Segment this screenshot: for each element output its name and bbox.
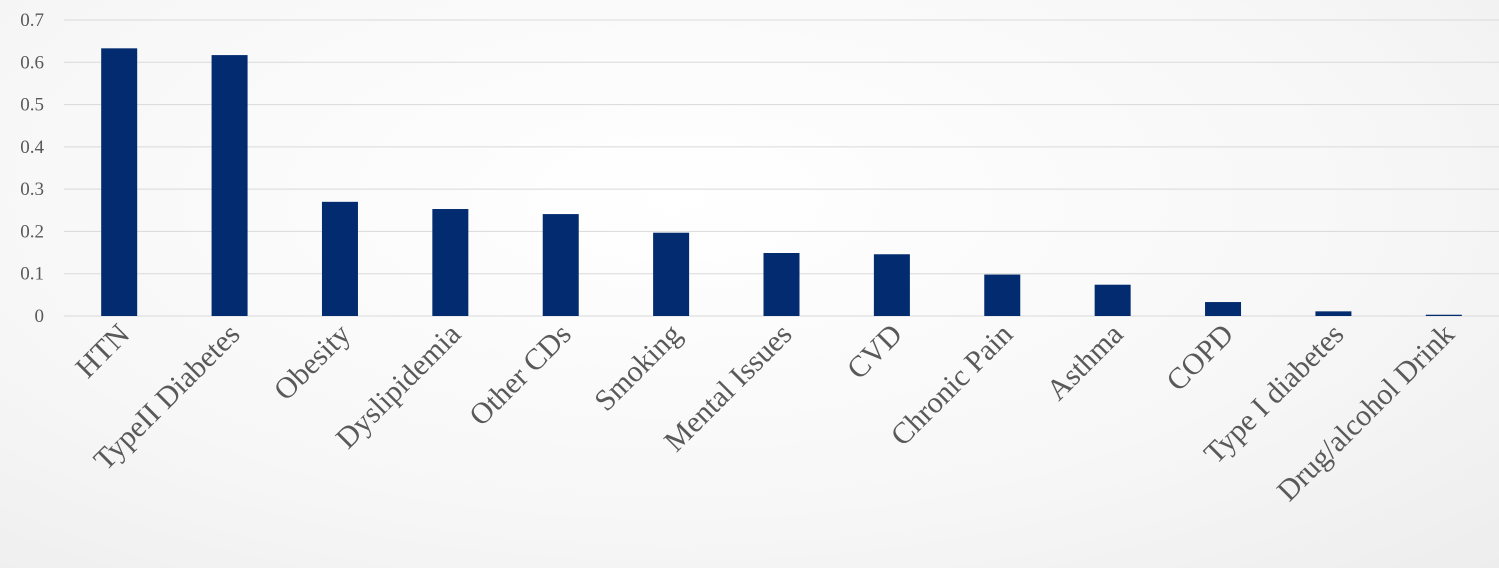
y-tick-label: 0.1 (20, 264, 44, 285)
bar (101, 48, 138, 317)
x-tick-label: Smoking (588, 318, 688, 418)
bar (1094, 284, 1131, 316)
bar (1315, 311, 1352, 316)
x-tick-label: Asthma (1040, 318, 1129, 407)
bar (763, 252, 800, 316)
x-tick-label: HTN (69, 318, 136, 385)
y-tick-label: 0.4 (20, 137, 44, 158)
bar (321, 201, 358, 316)
bar (1205, 302, 1242, 316)
bar (211, 55, 248, 317)
x-tick-label: COPD (1160, 318, 1240, 398)
bar (432, 209, 469, 316)
bar (1425, 314, 1462, 316)
bar (542, 214, 579, 316)
bar (873, 254, 910, 316)
y-axis-tick-labels: 0 0.1 0.2 0.3 0.4 0.5 0.6 0.7 (20, 10, 44, 327)
y-tick-label: 0.5 (20, 95, 44, 116)
y-tick-label: 0.7 (20, 10, 44, 31)
bar (984, 274, 1021, 316)
y-tick-label: 0.2 (20, 221, 44, 242)
x-tick-label: Other CDs (463, 318, 578, 433)
bar (653, 232, 690, 316)
bars (101, 48, 1462, 317)
y-tick-label: 0.6 (20, 52, 44, 73)
x-tick-label: CVD (841, 318, 909, 386)
y-tick-label: 0 (35, 306, 45, 327)
x-tick-label: Obesity (268, 318, 357, 407)
gridlines (64, 19, 1499, 317)
y-tick-label: 0.3 (20, 179, 44, 200)
